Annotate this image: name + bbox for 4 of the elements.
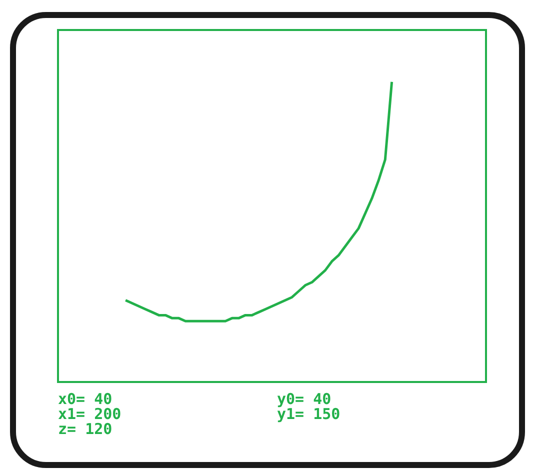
text: x1= 200 [58,405,122,423]
text: y0= 40 [277,390,332,408]
text: z= 120 [58,420,114,438]
text: x0= 40 [58,390,112,408]
